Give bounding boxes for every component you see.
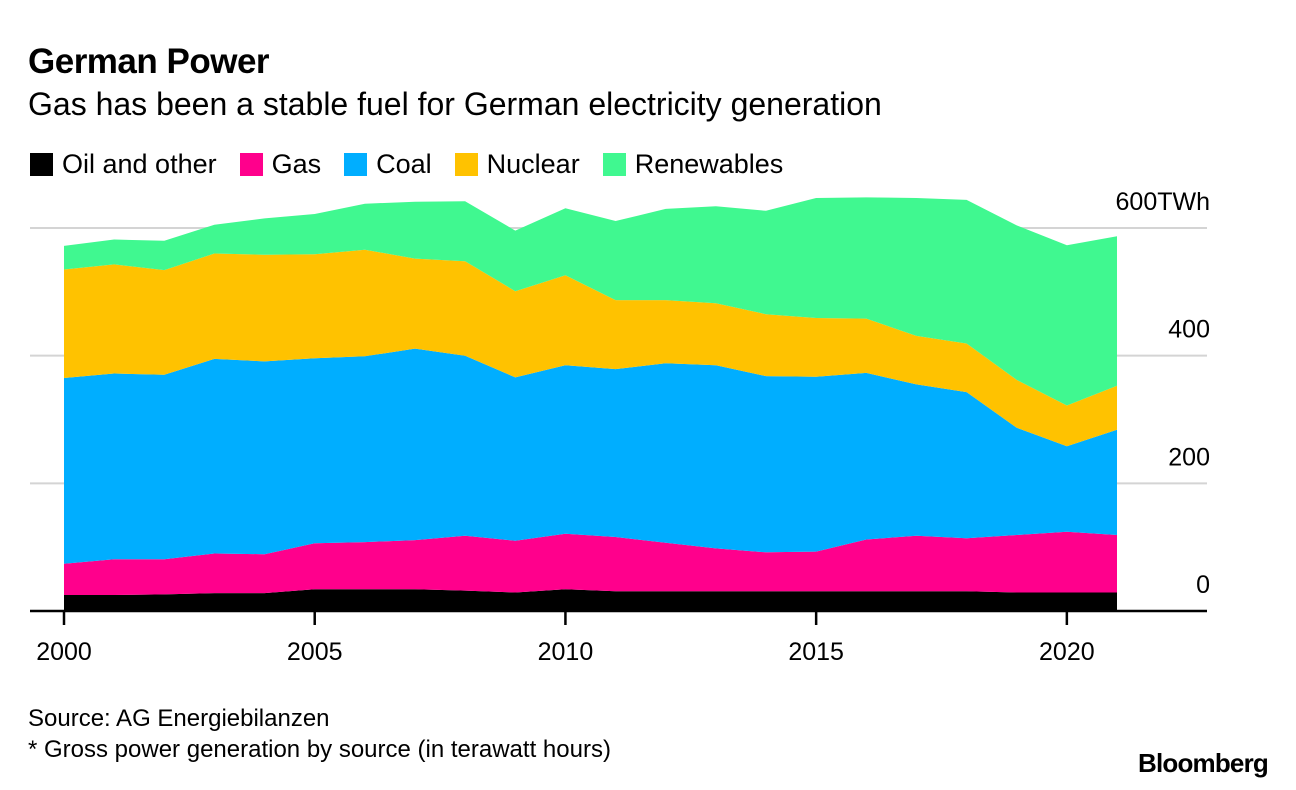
x-tick-label-2010: 2010 <box>538 638 594 666</box>
area-gas <box>64 531 1117 595</box>
x-tick-label-2000: 2000 <box>36 638 92 666</box>
legend-item-renewables: Renewables <box>602 148 784 180</box>
y-tick-label-200: 200 <box>1168 443 1210 471</box>
legend-swatch-gas <box>239 152 263 176</box>
x-tick-label-2005: 2005 <box>287 638 343 666</box>
legend-label-nuclear: Nuclear <box>486 148 580 179</box>
bloomberg-logo: Bloomberg <box>1137 748 1269 778</box>
footnote: * Gross power generation by source (in t… <box>28 736 611 763</box>
legend-item-oil-and-other: Oil and other <box>30 149 217 180</box>
y-tick-label-600: 600TWh <box>1116 188 1210 216</box>
source-note: Source: AG Energiebilanzen <box>28 705 330 732</box>
legend-label-renewables: Renewables <box>634 148 784 179</box>
area-nuclear <box>64 249 1117 447</box>
area-series <box>64 197 1117 611</box>
legend-swatch-oil-and-other <box>30 152 53 176</box>
area-oil-and-other <box>64 589 1117 611</box>
area-coal <box>64 348 1117 564</box>
x-tick-label-2015: 2015 <box>788 638 844 666</box>
legend-swatch-renewables <box>602 152 626 176</box>
legend-swatch-coal <box>344 152 368 176</box>
chart-subtitle: Gas has been a stable fuel for German el… <box>28 86 882 122</box>
legend-label-oil-and-other: Oil and other <box>62 148 217 179</box>
legend-label-coal: Coal <box>376 148 432 179</box>
legend-label-gas: Gas <box>271 148 322 179</box>
legend-item-nuclear: Nuclear <box>454 148 580 180</box>
legend-swatch-nuclear <box>454 152 478 176</box>
y-tick-label-400: 400 <box>1168 316 1210 344</box>
legend-item-gas: Gas <box>239 148 322 180</box>
y-tick-label-0: 0 <box>1196 571 1210 599</box>
chart-title: German Power <box>28 42 270 81</box>
area-renewables <box>64 197 1117 406</box>
axes: 2000 2005 2010 2015 2020 0 200 400 600TWh <box>30 188 1210 666</box>
legend-item-coal: Coal <box>344 149 432 180</box>
chart-legend: Oil and other Gas Coal Nuclear Renewable… <box>30 146 806 182</box>
x-tick-label-2020: 2020 <box>1039 638 1095 666</box>
